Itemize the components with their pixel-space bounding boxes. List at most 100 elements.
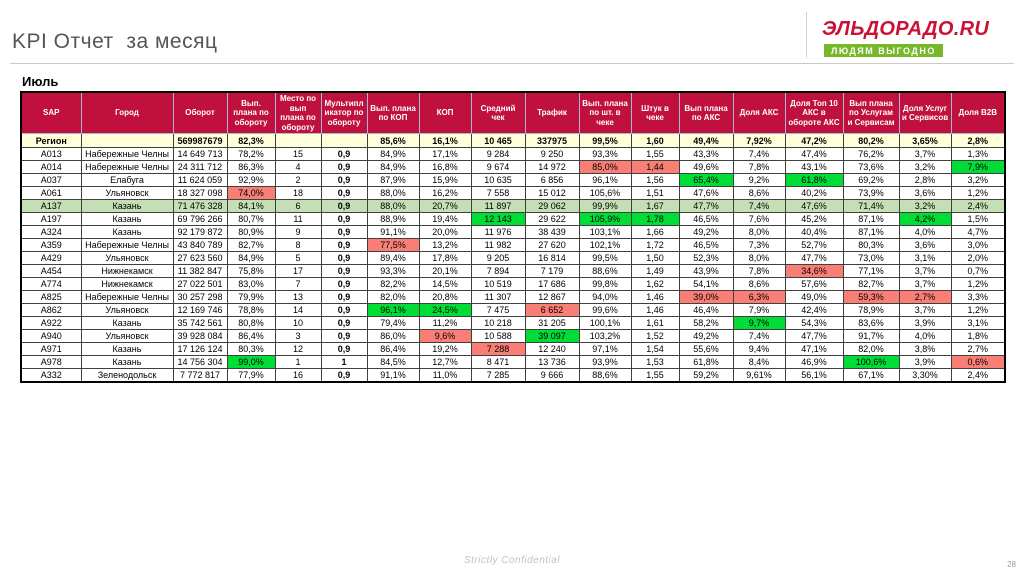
cell-avg-check: 10 519 bbox=[470, 277, 526, 292]
table-row: A324 Казань 92 179 872 80,9% 9 0,9 91,1% 20,0% 1… bbox=[20, 225, 1006, 240]
cell-share-b2b: 1,2% bbox=[950, 186, 1006, 201]
cell-items-per-check: 1,78 bbox=[630, 212, 680, 227]
cell-rank-by-plan: 1 bbox=[274, 355, 322, 370]
cell-share-services: 2,7% bbox=[898, 290, 952, 305]
cell-avg-check: 7 475 bbox=[470, 303, 526, 318]
cell-share-aks: 7,6% bbox=[732, 212, 786, 227]
cell-sap: A862 bbox=[20, 303, 82, 318]
cell-multiplier: 0,9 bbox=[320, 329, 368, 344]
cell-multiplier: 0,9 bbox=[320, 342, 368, 357]
cell-turnover: 17 126 124 bbox=[172, 342, 228, 357]
cell-plan-services: 87,1% bbox=[842, 212, 900, 227]
cell-sap: A014 bbox=[20, 160, 82, 175]
cell-plan-turnover: 82,3% bbox=[226, 133, 276, 149]
cell-rank-by-plan: 6 bbox=[274, 199, 322, 214]
cell-top10-aks-share: 54,3% bbox=[784, 316, 844, 331]
cell-multiplier: 0,9 bbox=[320, 160, 368, 175]
cell-multiplier: 0,9 bbox=[320, 186, 368, 201]
cell-turnover: 35 742 561 bbox=[172, 316, 228, 331]
cell-sap: A922 bbox=[20, 316, 82, 331]
cell-city: Набережные Челны bbox=[80, 290, 174, 305]
cell-rank-by-plan: 8 bbox=[274, 238, 322, 253]
cell-avg-check: 10 588 bbox=[470, 329, 526, 344]
cell-plan-turnover: 86,3% bbox=[226, 160, 276, 175]
cell-share-services: 3,7% bbox=[898, 147, 952, 162]
cell-traffic: 14 972 bbox=[524, 160, 580, 175]
cell-turnover: 7 772 817 bbox=[172, 368, 228, 383]
cell-plan-kop: 82,0% bbox=[366, 290, 420, 305]
cell-plan-turnover: 80,3% bbox=[226, 342, 276, 357]
cell-plan-aks: 49,2% bbox=[678, 329, 734, 344]
cell-rank-by-plan: 3 bbox=[274, 329, 322, 344]
cell-plan-services: 78,9% bbox=[842, 303, 900, 318]
cell-plan-kop: 91,1% bbox=[366, 368, 420, 383]
cell-items-per-check: 1,67 bbox=[630, 199, 680, 214]
cell-plan-turnover: 84,9% bbox=[226, 251, 276, 266]
table-row: A013 Набережные Челны 14 649 713 78,2% 15 0,9… bbox=[20, 147, 1006, 162]
cell-share-aks: 9,2% bbox=[732, 173, 786, 188]
cell-plan-items-per-check: 99,6% bbox=[578, 303, 632, 318]
cell-city: Ульяновск bbox=[80, 251, 174, 266]
table-row: A825 Набережные Челны 30 257 298 79,9% 13 0,9… bbox=[20, 290, 1006, 305]
cell-share-aks: 7,8% bbox=[732, 264, 786, 279]
cell-share-b2b: 4,7% bbox=[950, 225, 1006, 240]
cell-share-aks: 7,4% bbox=[732, 199, 786, 214]
cell-city: Казань bbox=[80, 212, 174, 227]
cell-plan-kop: 84,5% bbox=[366, 355, 420, 370]
cell-plan-aks: 55,6% bbox=[678, 342, 734, 357]
cell-traffic: 6 652 bbox=[524, 303, 580, 318]
cell-kop: 16,1% bbox=[418, 133, 472, 149]
cell-avg-check: 9 284 bbox=[470, 147, 526, 162]
cell-kop: 15,9% bbox=[418, 173, 472, 188]
cell-kop: 16,8% bbox=[418, 160, 472, 175]
cell-plan-items-per-check: 93,3% bbox=[578, 147, 632, 162]
cell-multiplier: 0,9 bbox=[320, 212, 368, 227]
cell-city: Набережные Челны bbox=[80, 160, 174, 175]
cell-traffic: 38 439 bbox=[524, 225, 580, 240]
cell-plan-items-per-check: 99,8% bbox=[578, 277, 632, 292]
cell-turnover: 18 327 098 bbox=[172, 186, 228, 201]
column-header-avg-check: Средний чек bbox=[470, 91, 526, 135]
cell-share-services: 4,2% bbox=[898, 212, 952, 227]
cell-turnover: 12 169 746 bbox=[172, 303, 228, 318]
cell-plan-aks: 43,3% bbox=[678, 147, 734, 162]
cell-share-aks: 7,9% bbox=[732, 303, 786, 318]
cell-traffic: 337975 bbox=[524, 133, 580, 149]
cell-share-services: 3,8% bbox=[898, 342, 952, 357]
logo-tagline: ЛЮДЯМ ВЫГОДНО bbox=[824, 44, 943, 57]
cell-share-b2b: 7,9% bbox=[950, 160, 1006, 175]
cell-turnover: 30 257 298 bbox=[172, 290, 228, 305]
cell-plan-turnover: 80,9% bbox=[226, 225, 276, 240]
cell-city bbox=[80, 133, 174, 149]
cell-rank-by-plan: 15 bbox=[274, 147, 322, 162]
cell-sap: A774 bbox=[20, 277, 82, 292]
cell-plan-kop: 84,9% bbox=[366, 147, 420, 162]
cell-share-services: 3,65% bbox=[898, 133, 952, 149]
cell-plan-items-per-check: 99,9% bbox=[578, 199, 632, 214]
cell-traffic: 9 666 bbox=[524, 368, 580, 383]
cell-turnover: 43 840 789 bbox=[172, 238, 228, 253]
cell-traffic: 16 814 bbox=[524, 251, 580, 266]
cell-share-services: 3,7% bbox=[898, 277, 952, 292]
cell-plan-aks: 43,9% bbox=[678, 264, 734, 279]
cell-share-b2b: 3,2% bbox=[950, 173, 1006, 188]
cell-plan-aks: 49,4% bbox=[678, 133, 734, 149]
cell-traffic: 12 240 bbox=[524, 342, 580, 357]
cell-items-per-check: 1,51 bbox=[630, 186, 680, 201]
cell-share-services: 3,7% bbox=[898, 264, 952, 279]
cell-multiplier bbox=[320, 133, 368, 149]
title-divider bbox=[10, 63, 1014, 64]
cell-plan-aks: 52,3% bbox=[678, 251, 734, 266]
cell-top10-aks-share: 47,6% bbox=[784, 199, 844, 214]
cell-top10-aks-share: 52,7% bbox=[784, 238, 844, 253]
table-row: A332 Зеленодольск 7 772 817 77,9% 16 0,9 91,1%… bbox=[20, 368, 1006, 383]
cell-traffic: 29 062 bbox=[524, 199, 580, 214]
table-row: A037 Елабуга 11 624 059 92,9% 2 0,9 87,9% 15,9%… bbox=[20, 173, 1006, 188]
logo-divider bbox=[806, 12, 807, 58]
cell-rank-by-plan: 10 bbox=[274, 316, 322, 331]
cell-plan-kop: 79,4% bbox=[366, 316, 420, 331]
cell-plan-kop: 87,9% bbox=[366, 173, 420, 188]
cell-rank-by-plan: 16 bbox=[274, 368, 322, 383]
cell-city: Набережные Челны bbox=[80, 238, 174, 253]
cell-plan-kop: 86,0% bbox=[366, 329, 420, 344]
